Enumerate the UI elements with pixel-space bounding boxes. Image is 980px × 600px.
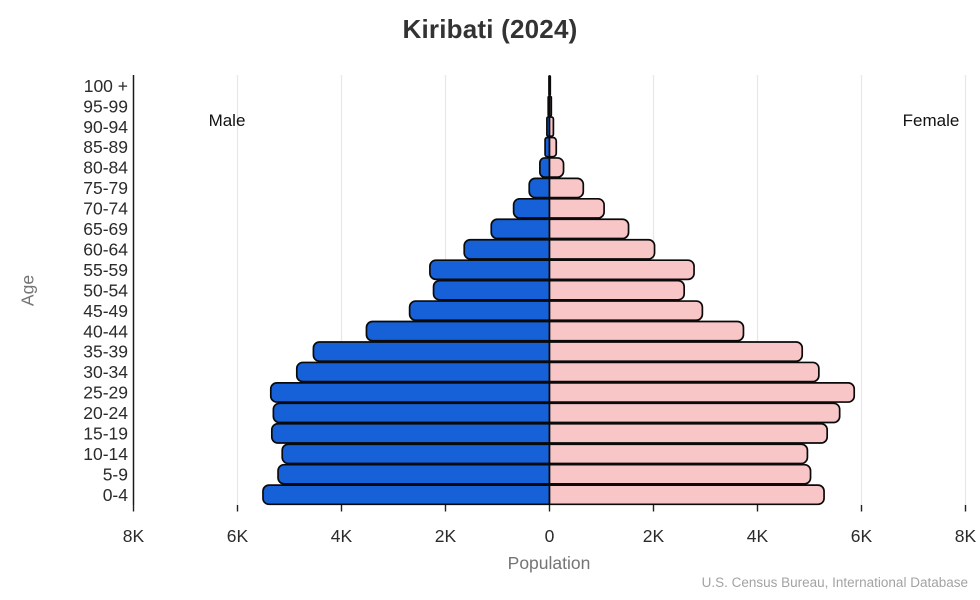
bar-female-70-74 [548,197,605,219]
bar-female-0-4 [548,484,825,506]
bar-female-30-34 [548,361,820,383]
bar-female-75-79 [548,177,585,199]
age-group-label: 55-59 [83,260,128,280]
age-group-label: 90-94 [83,117,128,137]
age-group-label: 50-54 [83,280,128,300]
bar-female-90-94 [548,116,555,138]
female-side-label: Female [902,111,960,130]
age-group-label: 5-9 [103,464,128,484]
bar-male-5-9 [277,463,551,485]
bar-male-80-84 [539,157,551,178]
age-group-label: 10-14 [83,444,128,464]
bar-male-70-74 [512,197,551,219]
age-group-label: 25-29 [83,383,128,403]
bar-male-55-59 [429,259,551,281]
x-tick-label: 4K [747,526,769,546]
bar-male-75-79 [528,177,551,199]
age-group-label: 35-39 [83,342,128,362]
bar-female-60-64 [548,238,656,260]
bar-female-65-69 [548,218,630,240]
bar-male-35-39 [312,341,551,363]
bar-female-20-24 [548,402,841,424]
bar-male-20-24 [272,402,551,424]
age-group-label: 75-79 [83,178,128,198]
age-group-label: 15-19 [83,424,128,444]
bar-female-5-9 [548,463,812,485]
x-tick-label: 8K [955,526,977,546]
bar-male-15-19 [270,422,551,444]
x-tick-label: 2K [435,526,457,546]
age-group-label: 45-49 [83,301,128,321]
age-group-label: 100 + [84,76,128,96]
age-group-label: 40-44 [83,321,128,341]
bar-male-45-49 [408,300,551,322]
bar-female-55-59 [548,259,695,281]
bar-male-10-14 [281,443,551,465]
bar-male-50-54 [432,279,551,301]
x-axis-title: Population [507,553,591,573]
bar-female-45-49 [548,300,704,322]
bar-male-30-34 [295,361,551,383]
bar-male-25-29 [269,382,551,403]
age-group-label: 80-84 [83,158,128,178]
y-axis-title: Age [17,274,38,307]
x-tick-label: 6K [851,526,873,546]
bar-female-100-+ [548,75,552,97]
bar-female-25-29 [548,382,856,403]
bar-male-65-69 [490,218,551,240]
bar-female-50-54 [548,279,686,301]
x-tick-label: 2K [643,526,665,546]
chart-title: Kiribati (2024) [402,14,578,44]
age-group-label: 85-89 [83,137,128,157]
bar-male-40-44 [365,320,551,342]
x-tick-label: 8K [123,526,145,546]
x-tick-label: 0 [545,526,555,546]
age-group-label: 70-74 [83,199,128,219]
age-group-label: 20-24 [83,403,128,423]
age-group-label: 60-64 [83,239,128,259]
age-group-label: 0-4 [103,485,129,505]
x-tick-label: 4K [331,526,353,546]
age-group-label: 30-34 [83,362,128,382]
bar-female-10-14 [548,443,809,465]
bar-female-15-19 [548,422,829,444]
bar-male-85-89 [544,136,551,158]
bar-female-95-99 [548,95,553,117]
bar-male-0-4 [262,484,551,506]
age-group-label: 95-99 [83,96,128,116]
bar-female-35-39 [548,341,804,363]
male-side-label: Male [208,111,246,130]
bar-female-80-84 [548,157,565,178]
bar-male-60-64 [463,238,551,260]
x-tick-label: 6K [227,526,249,546]
bar-female-40-44 [548,320,745,342]
age-group-label: 65-69 [83,219,128,239]
source-attribution: U.S. Census Bureau, International Databa… [701,575,968,590]
bar-female-85-89 [548,136,558,158]
